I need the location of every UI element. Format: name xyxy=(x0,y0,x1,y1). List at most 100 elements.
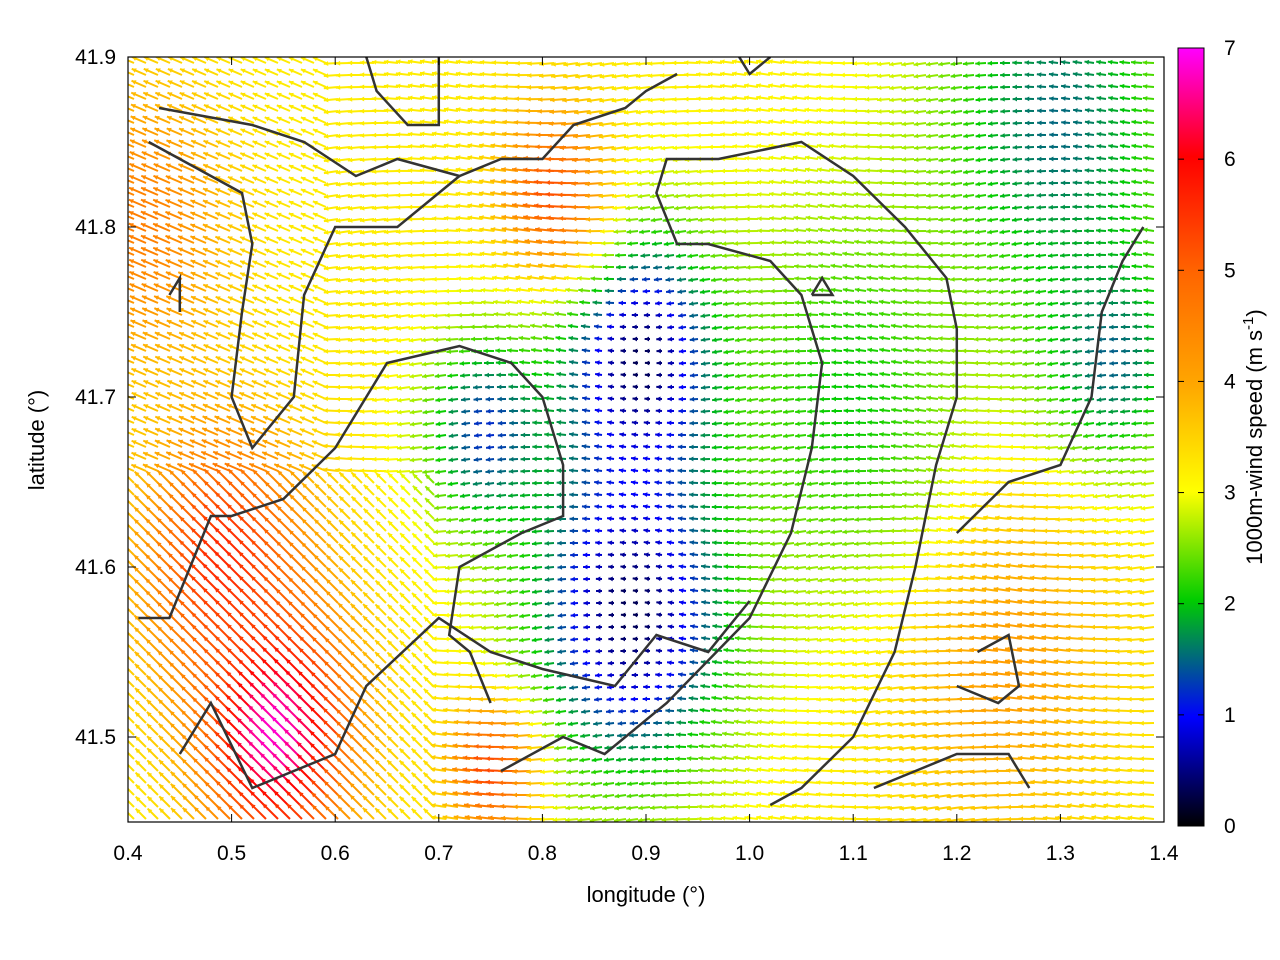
wind-arrow-head xyxy=(780,167,786,173)
wind-arrow-head xyxy=(938,97,944,103)
wind-arrow-head xyxy=(252,80,258,86)
wind-arrow-head xyxy=(1072,168,1078,174)
wind-arrow-head xyxy=(671,84,677,90)
wind-arrow-head xyxy=(660,133,666,139)
wind-arrow-head xyxy=(817,179,822,185)
wind-arrow-head xyxy=(1096,95,1102,101)
wind-arrow-head xyxy=(514,84,520,90)
wind-arrow-head xyxy=(806,275,812,281)
wind-arrow-head xyxy=(485,384,490,390)
wind-arrow-head xyxy=(511,167,517,172)
wind-arrow-head xyxy=(1012,181,1017,186)
wind-arrow-head xyxy=(563,62,569,67)
wind-arrow-head xyxy=(1108,119,1113,125)
wind-arrow-head xyxy=(455,143,461,148)
wind-arrow-head xyxy=(472,372,478,378)
wind-arrow-head xyxy=(1131,155,1137,161)
wind-arrow-head xyxy=(118,128,123,132)
wind-arrow-head xyxy=(1096,155,1102,161)
wind-arrow-head xyxy=(794,348,800,354)
wind-arrow-head xyxy=(407,107,413,113)
wind-arrow-head xyxy=(323,97,329,103)
wind-arrow-head xyxy=(1084,180,1090,185)
wind-arrow-head xyxy=(179,80,185,85)
wind-arrow-head xyxy=(988,121,993,126)
wind-arrow-head xyxy=(1009,385,1015,391)
wind-arrow-head xyxy=(926,312,931,317)
wind-arrow-head xyxy=(986,313,991,319)
wind-arrow-head xyxy=(635,73,641,79)
wind-arrow-head xyxy=(794,264,799,269)
wind-arrow-head xyxy=(643,312,649,318)
wind-arrow-head xyxy=(829,167,834,173)
wind-arrow-head xyxy=(613,229,619,235)
wind-arrow-head xyxy=(1119,252,1125,257)
wind-arrow-head xyxy=(119,320,124,324)
wind-arrow-head xyxy=(572,133,578,139)
wind-arrow-head xyxy=(950,169,956,175)
wind-arrow-head xyxy=(642,288,648,294)
wind-arrow-head xyxy=(1096,180,1101,185)
wind-arrow-head xyxy=(627,241,632,246)
wind-arrow-head xyxy=(961,360,967,366)
wind-arrow-head xyxy=(395,204,401,210)
wind-arrow-head xyxy=(431,119,437,125)
wind-arrow-head xyxy=(1072,301,1077,306)
wind-arrow-head xyxy=(926,181,931,187)
wind-arrow-head xyxy=(1059,265,1065,270)
wind-arrow-head xyxy=(1108,83,1113,89)
wind-arrow-head xyxy=(120,380,125,384)
wind-arrow-head xyxy=(459,361,465,366)
wind-arrow-head xyxy=(864,73,870,79)
wind-arrow-head xyxy=(1107,59,1113,65)
wind-arrow-head xyxy=(479,95,485,101)
wind-arrow-head xyxy=(962,253,968,259)
wind-arrow-head xyxy=(926,85,931,91)
wind-arrow-head xyxy=(395,241,401,247)
wind-arrow-head xyxy=(938,169,944,175)
wind-arrow-head xyxy=(660,157,666,163)
wind-arrow-head xyxy=(795,360,800,366)
wind-arrow-head xyxy=(443,155,449,161)
wind-arrow-head xyxy=(770,349,776,355)
wind-arrow-head xyxy=(119,116,124,120)
wind-arrow-head xyxy=(901,121,907,127)
wind-arrow-head xyxy=(1142,95,1148,101)
wind-arrow-head xyxy=(575,62,581,67)
wind-arrow-head xyxy=(1142,107,1148,113)
wind-arrow-head xyxy=(926,205,931,210)
wind-arrow-head xyxy=(1000,169,1005,175)
wind-arrow-head xyxy=(525,120,530,126)
wind-arrow-head xyxy=(950,97,956,103)
wind-arrow-head xyxy=(467,119,473,124)
wind-arrow-head xyxy=(867,395,873,401)
wind-arrow-head xyxy=(533,191,539,197)
wind-arrow-head xyxy=(709,229,715,235)
wind-arrow-head xyxy=(167,92,173,97)
wind-arrow-head xyxy=(975,109,981,115)
wind-arrow-head xyxy=(1084,337,1090,342)
wind-arrow-head xyxy=(656,336,661,342)
wind-arrow-head xyxy=(407,156,413,161)
wind-arrow-head xyxy=(1132,336,1138,342)
wind-arrow-head xyxy=(1120,288,1125,294)
wind-arrow-head xyxy=(371,120,377,126)
wind-arrow-head xyxy=(890,275,896,281)
wind-arrow-head xyxy=(216,104,222,109)
wind-arrow-head xyxy=(141,163,147,168)
wind-arrow-head xyxy=(443,167,449,173)
wind-arrow-head xyxy=(877,227,883,233)
wind-arrow-head xyxy=(191,92,197,97)
wind-arrow-head xyxy=(641,276,647,282)
wind-arrow-head xyxy=(1024,132,1030,138)
wind-arrow-head xyxy=(619,312,624,318)
wind-arrow-head xyxy=(532,396,537,401)
wind-arrow-head xyxy=(600,229,605,234)
wind-arrow-head xyxy=(533,179,539,185)
wind-arrow-head xyxy=(804,95,810,101)
wind-arrow-head xyxy=(709,205,714,211)
wind-arrow-head xyxy=(571,204,576,210)
wind-arrow-head xyxy=(191,104,197,109)
wind-arrow-head xyxy=(768,167,774,173)
wind-arrow-head xyxy=(1024,84,1030,90)
